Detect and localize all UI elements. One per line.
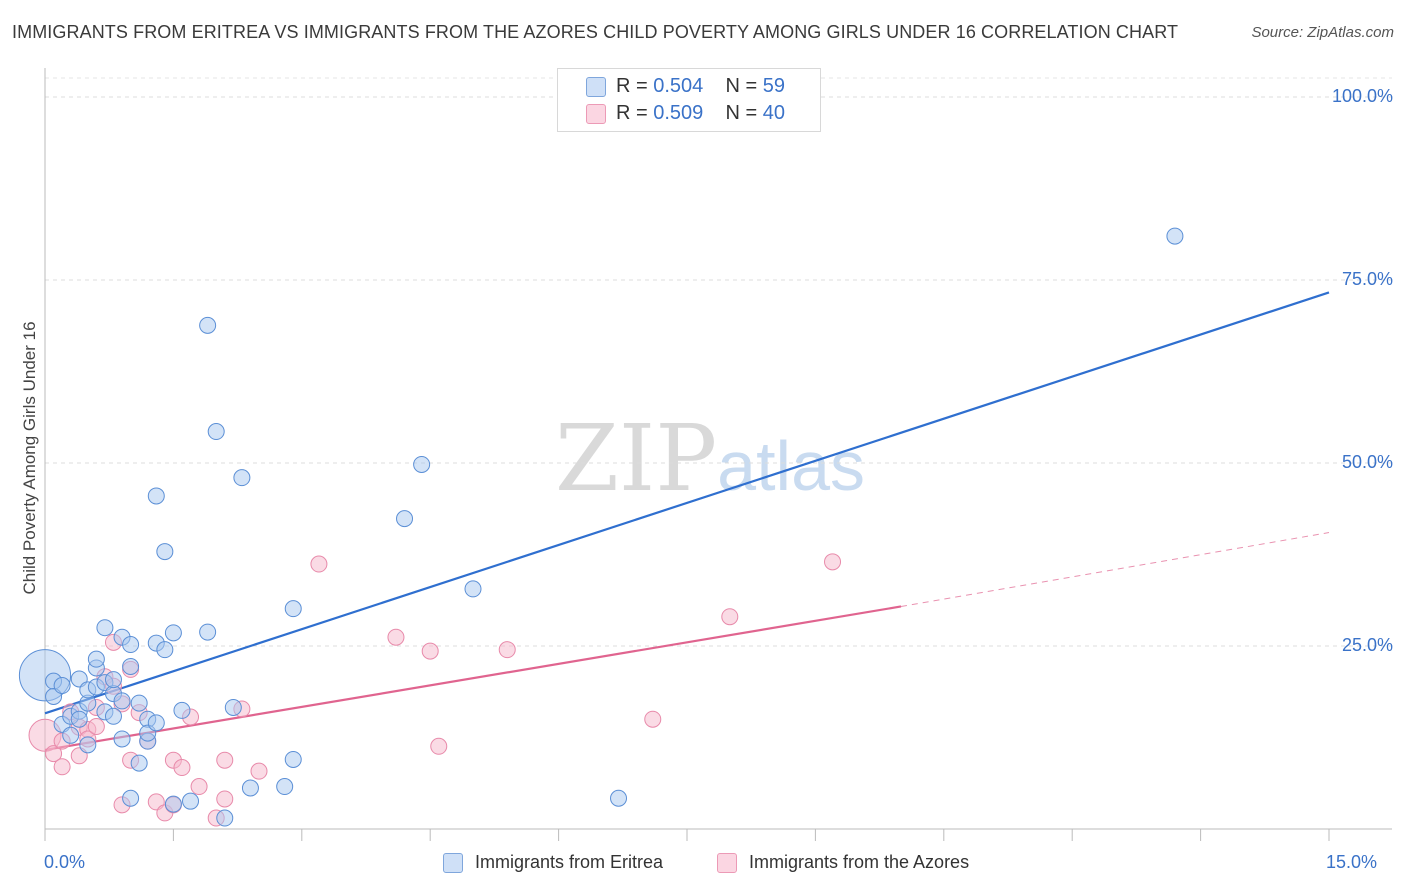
point-azores bbox=[498, 641, 516, 659]
point-eritrea bbox=[53, 677, 71, 695]
watermark-zip: ZIP bbox=[555, 405, 718, 512]
legend-r-label: R = bbox=[616, 75, 648, 97]
point-eritrea bbox=[224, 698, 242, 716]
source-label: Source: ZipAtlas.com bbox=[1251, 24, 1394, 41]
axes bbox=[44, 68, 1392, 841]
point-eritrea bbox=[122, 636, 140, 654]
point-eritrea bbox=[147, 487, 165, 505]
point-eritrea bbox=[156, 543, 174, 561]
legend-n-value: 59 bbox=[762, 75, 786, 97]
y-axis-label: Child Poverty Among Girls Under 16 bbox=[20, 321, 39, 595]
point-azores bbox=[387, 628, 405, 646]
watermark-atlas: atlas bbox=[717, 427, 866, 505]
trend-line-azores bbox=[44, 605, 902, 752]
trend-lines bbox=[44, 291, 1330, 752]
point-eritrea bbox=[130, 754, 148, 772]
point-azores bbox=[721, 608, 739, 626]
trend-line-azores-extension bbox=[900, 532, 1330, 607]
legend-label-azores: Immigrants from the Azores bbox=[749, 852, 970, 872]
point-azores bbox=[53, 758, 71, 776]
point-eritrea bbox=[610, 789, 628, 807]
point-eritrea bbox=[413, 455, 431, 473]
point-azores bbox=[45, 745, 63, 763]
legend-r-value: 0.504 bbox=[653, 75, 704, 97]
point-eritrea bbox=[182, 792, 200, 810]
point-eritrea bbox=[104, 707, 122, 725]
point-eritrea bbox=[233, 469, 251, 487]
point-eritrea bbox=[276, 778, 294, 796]
point-azores bbox=[310, 555, 328, 573]
legend-swatch-eritrea bbox=[586, 77, 606, 97]
point-eritrea bbox=[113, 692, 131, 710]
point-eritrea bbox=[464, 580, 482, 598]
series-legend: Immigrants from Eritrea Immigrants from … bbox=[0, 852, 1406, 878]
point-eritrea bbox=[156, 641, 174, 659]
point-eritrea bbox=[1166, 227, 1184, 245]
y-tick-label: 50.0% bbox=[1341, 452, 1393, 472]
point-eritrea bbox=[122, 789, 140, 807]
point-eritrea bbox=[164, 795, 182, 813]
data-points bbox=[18, 227, 1184, 827]
legend-n-value: 40 bbox=[762, 102, 786, 124]
point-eritrea bbox=[216, 809, 234, 827]
legend-swatch-eritrea bbox=[443, 853, 463, 873]
point-azores bbox=[190, 778, 208, 796]
point-azores bbox=[87, 718, 105, 736]
point-eritrea bbox=[173, 701, 191, 719]
point-eritrea bbox=[207, 423, 225, 441]
point-azores bbox=[216, 751, 234, 769]
legend-label-eritrea: Immigrants from Eritrea bbox=[475, 852, 664, 872]
point-eritrea bbox=[199, 316, 217, 334]
point-azores bbox=[430, 737, 448, 755]
point-eritrea bbox=[70, 710, 88, 728]
watermark: ZIPatlas bbox=[555, 405, 865, 512]
trend-line-eritrea bbox=[44, 291, 1330, 715]
point-eritrea bbox=[241, 779, 259, 797]
point-azores bbox=[250, 762, 268, 780]
legend-swatch-azores bbox=[717, 853, 737, 873]
point-eritrea bbox=[199, 623, 217, 641]
point-azores bbox=[644, 710, 662, 728]
point-azores bbox=[421, 642, 439, 660]
point-eritrea bbox=[147, 714, 165, 732]
point-eritrea bbox=[113, 730, 131, 748]
x-tick-label-min: 0.0% bbox=[44, 852, 86, 872]
legend-swatch-azores bbox=[586, 104, 606, 124]
point-eritrea bbox=[122, 657, 140, 675]
legend-r-value: 0.509 bbox=[653, 102, 704, 124]
legend-n-label: N = bbox=[725, 102, 758, 124]
y-tick-label: 25.0% bbox=[1341, 635, 1393, 655]
chart-title: IMMIGRANTS FROM ERITREA VS IMMIGRANTS FR… bbox=[12, 22, 1179, 42]
point-eritrea bbox=[284, 750, 302, 768]
x-tick-label-max: 15.0% bbox=[1326, 852, 1378, 872]
correlation-legend: R = 0.504 N = 59 R = 0.509 N = 40 bbox=[557, 68, 821, 132]
point-azores bbox=[824, 553, 842, 571]
point-eritrea bbox=[104, 671, 122, 689]
point-azores bbox=[173, 759, 191, 777]
point-eritrea bbox=[396, 510, 414, 528]
point-eritrea bbox=[96, 619, 114, 637]
point-eritrea bbox=[87, 650, 105, 668]
y-tick-label: 75.0% bbox=[1341, 269, 1393, 289]
y-tick-label: 100.0% bbox=[1331, 86, 1393, 106]
point-eritrea bbox=[164, 624, 182, 642]
legend-r-label: R = bbox=[616, 102, 648, 124]
legend-n-label: N = bbox=[725, 75, 758, 97]
point-eritrea bbox=[62, 726, 80, 744]
point-azores bbox=[216, 790, 234, 808]
point-eritrea bbox=[79, 736, 97, 754]
gridlines bbox=[45, 77, 1392, 647]
point-eritrea bbox=[130, 694, 148, 712]
point-eritrea bbox=[284, 600, 302, 618]
